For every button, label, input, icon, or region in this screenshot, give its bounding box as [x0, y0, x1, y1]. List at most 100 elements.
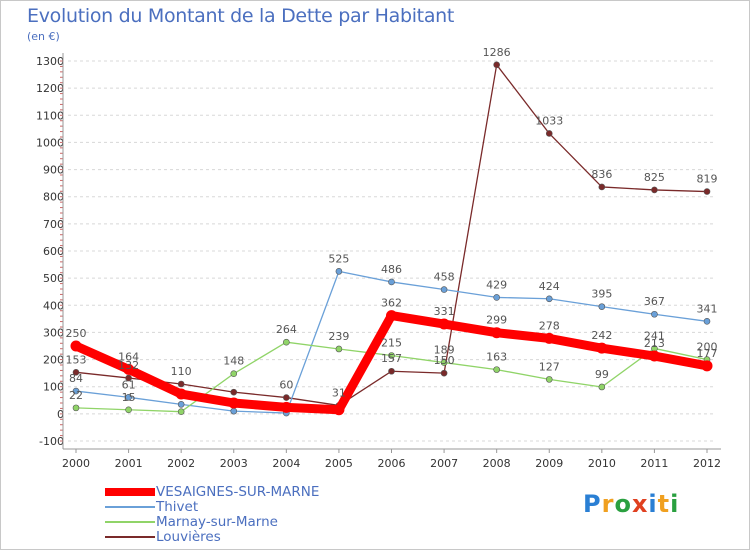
- data-point: [335, 268, 343, 275]
- data-label: 241: [644, 329, 665, 342]
- data-label: 153: [66, 353, 87, 366]
- logo-letter: o: [614, 490, 632, 518]
- x-tick-label: 2002: [167, 457, 195, 470]
- data-point: [72, 369, 80, 376]
- y-tick-label: 300: [43, 326, 64, 339]
- data-label: 331: [434, 305, 455, 318]
- logo-letter: P: [583, 490, 602, 518]
- y-tick-label: 1000: [36, 136, 64, 149]
- y-tick-label: 700: [43, 218, 64, 231]
- data-label: 367: [644, 295, 665, 308]
- data-label: 424: [539, 280, 560, 293]
- data-label: 164: [118, 350, 139, 363]
- data-label: 99: [595, 368, 609, 381]
- legend-label: Marnay-sur-Marne: [156, 514, 278, 530]
- logo-letter: i: [648, 490, 658, 518]
- legend-label: VESAIGNES-SUR-MARNE: [156, 484, 320, 500]
- data-point: [491, 327, 503, 339]
- data-point: [703, 317, 711, 325]
- data-label: 163: [486, 351, 507, 364]
- data-label: 239: [328, 330, 349, 343]
- data-point: [230, 407, 238, 415]
- x-tick-label: 2008: [483, 457, 511, 470]
- y-tick-label: 100: [43, 381, 64, 394]
- x-tick-label: 2006: [378, 457, 406, 470]
- legend-swatch-vesaignes: [105, 488, 155, 496]
- data-point: [177, 380, 185, 388]
- data-point: [335, 345, 343, 353]
- data-point: [648, 350, 660, 362]
- y-tick-label: 400: [43, 299, 64, 312]
- data-point: [493, 366, 500, 373]
- data-label: 525: [328, 252, 349, 265]
- data-point: [72, 404, 80, 412]
- x-tick-label: 2009: [535, 457, 563, 470]
- data-label: 429: [486, 278, 507, 291]
- data-label: 127: [539, 360, 560, 373]
- data-label: 1286: [483, 46, 511, 59]
- data-label: 15: [122, 391, 136, 404]
- chart-title: Evolution du Montant de la Dette par Hab…: [27, 5, 455, 27]
- data-label: 278: [539, 319, 560, 332]
- data-point: [388, 367, 395, 375]
- data-point: [598, 303, 606, 310]
- data-label: 200: [697, 341, 718, 354]
- y-tick-label: 600: [43, 245, 64, 258]
- data-point: [598, 383, 606, 391]
- data-point: [123, 363, 135, 375]
- legend-swatch-marnay: [105, 521, 155, 523]
- x-tick-label: 2003: [220, 457, 248, 470]
- unit-label: (en €): [27, 30, 60, 43]
- data-point: [386, 310, 397, 322]
- data-label: 264: [276, 323, 297, 336]
- data-point: [651, 310, 658, 318]
- data-point: [493, 61, 500, 69]
- legend-label: Thivet: [156, 499, 199, 515]
- legend-label: Louvières: [156, 529, 221, 545]
- data-label: 242: [591, 329, 612, 342]
- data-point: [438, 318, 450, 330]
- legend-swatch-thivet: [105, 506, 155, 508]
- data-label: 362: [381, 297, 402, 310]
- data-point: [440, 359, 448, 366]
- data-point: [125, 406, 132, 414]
- data-label: 22: [69, 389, 83, 402]
- data-point: [388, 352, 395, 359]
- y-tick-label: -100: [39, 435, 64, 448]
- proxiti-logo: Proxiti: [583, 490, 679, 518]
- data-label: 215: [381, 337, 402, 350]
- data-point: [283, 338, 290, 346]
- data-point: [177, 401, 185, 408]
- x-tick-label: 2005: [325, 457, 353, 470]
- axes: -100010020030040050060070080090010001100…: [36, 53, 721, 470]
- data-label: 458: [434, 271, 455, 284]
- y-tick-label: 1100: [36, 109, 64, 122]
- data-point: [598, 183, 606, 191]
- data-label: 395: [591, 288, 612, 301]
- data-point: [493, 294, 500, 301]
- data-point: [388, 278, 395, 286]
- data-label: 110: [171, 365, 192, 378]
- data-label: 61: [122, 378, 136, 391]
- y-tick-label: 200: [43, 354, 64, 367]
- data-point: [280, 401, 292, 413]
- data-point: [230, 388, 238, 396]
- data-point: [545, 130, 553, 137]
- x-tick-label: 2001: [115, 457, 143, 470]
- y-tick-label: 800: [43, 191, 64, 204]
- y-tick-label: 500: [43, 272, 64, 285]
- series-lines: [70, 61, 713, 417]
- logo-letter: i: [670, 490, 680, 518]
- data-point: [440, 286, 448, 293]
- data-labels: 250 164 362 331 299 278 242 213 177 84 61 525 486 458…: [66, 46, 718, 404]
- data-point: [333, 404, 345, 416]
- logo-letter: x: [631, 490, 649, 518]
- data-label: 157: [381, 352, 402, 365]
- line-chart: -100010020030040050060070080090010001100…: [36, 46, 721, 470]
- data-point: [703, 188, 711, 195]
- data-label: 213: [644, 337, 665, 350]
- x-tick-label: 2007: [430, 457, 458, 470]
- data-label: 819: [697, 173, 718, 186]
- y-tick-label: 1200: [36, 82, 64, 95]
- data-label: 341: [697, 302, 718, 315]
